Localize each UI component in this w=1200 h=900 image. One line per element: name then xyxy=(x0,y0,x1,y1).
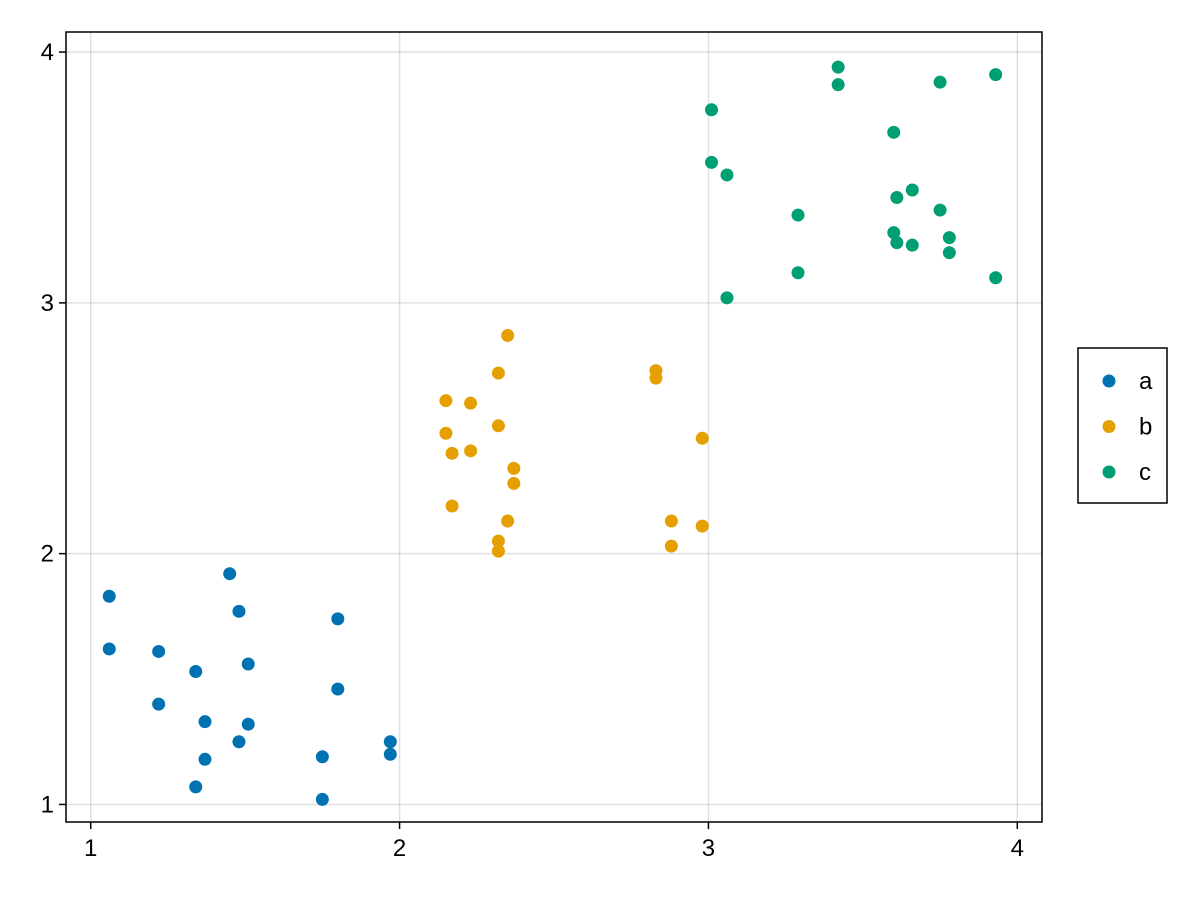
point-a xyxy=(189,665,203,679)
point-a xyxy=(189,780,203,794)
x-tick-label: 1 xyxy=(84,835,97,862)
point-a xyxy=(315,792,329,806)
point-b xyxy=(501,514,515,528)
legend-label-b: b xyxy=(1139,414,1152,441)
legend-marker-a xyxy=(1102,374,1116,388)
point-b xyxy=(491,419,505,433)
axis-ticks: 1 2 3 4 1 2 3 4 xyxy=(41,39,1024,862)
point-b xyxy=(491,534,505,548)
point-c xyxy=(720,291,734,305)
point-c xyxy=(905,238,919,252)
point-a xyxy=(315,750,329,764)
point-c xyxy=(890,191,904,205)
point-c xyxy=(831,78,845,92)
point-c xyxy=(887,226,901,240)
legend-box xyxy=(1077,347,1168,504)
point-a xyxy=(331,682,345,696)
point-b xyxy=(439,394,453,408)
point-b xyxy=(445,499,459,513)
point-c xyxy=(905,183,919,197)
point-b xyxy=(664,539,678,553)
point-c xyxy=(890,236,904,250)
point-c xyxy=(942,246,956,260)
y-tick-label: 2 xyxy=(41,541,54,568)
legend-marker-c xyxy=(1102,465,1116,479)
point-c xyxy=(791,266,805,280)
point-a xyxy=(152,644,166,658)
point-a xyxy=(102,642,116,656)
point-b xyxy=(649,371,663,385)
point-b xyxy=(507,461,521,475)
y-tick-label: 4 xyxy=(41,39,54,66)
point-c xyxy=(942,231,956,245)
x-tick-label: 2 xyxy=(393,835,406,862)
y-tick-label: 1 xyxy=(41,791,54,818)
point-b xyxy=(664,514,678,528)
point-b xyxy=(501,328,515,342)
point-c xyxy=(791,208,805,222)
legend: abc xyxy=(1077,347,1168,504)
point-a xyxy=(241,657,255,671)
legend-label-a: a xyxy=(1139,368,1153,395)
point-c xyxy=(933,75,947,89)
point-a xyxy=(383,735,397,749)
point-c xyxy=(720,168,734,182)
point-b xyxy=(507,476,521,490)
point-b xyxy=(439,426,453,440)
point-b xyxy=(695,519,709,533)
point-c xyxy=(705,155,719,169)
point-b xyxy=(491,366,505,380)
legend-marker-b xyxy=(1102,420,1116,433)
point-c xyxy=(705,103,719,117)
data-points xyxy=(102,60,1003,806)
point-a xyxy=(232,735,246,749)
point-c xyxy=(933,203,947,217)
point-b xyxy=(491,544,505,558)
point-a xyxy=(232,604,246,618)
point-a xyxy=(331,612,345,626)
point-b xyxy=(445,446,459,460)
point-a xyxy=(198,715,212,729)
x-tick-label: 4 xyxy=(1011,835,1024,862)
point-b xyxy=(464,396,478,410)
point-a xyxy=(102,589,116,603)
point-b xyxy=(695,431,709,445)
point-a xyxy=(198,752,212,766)
point-a xyxy=(152,697,166,711)
legend-label-c: c xyxy=(1139,459,1151,486)
point-c xyxy=(989,271,1003,285)
grid-lines xyxy=(66,32,1042,822)
y-tick-label: 3 xyxy=(41,290,54,317)
point-c xyxy=(887,125,901,139)
point-a xyxy=(241,717,255,731)
point-a xyxy=(383,747,397,761)
point-c xyxy=(989,68,1003,82)
point-c xyxy=(831,60,845,74)
point-a xyxy=(223,567,237,581)
point-b xyxy=(464,444,478,458)
plot-frame xyxy=(65,31,1043,823)
x-tick-label: 3 xyxy=(702,835,715,862)
